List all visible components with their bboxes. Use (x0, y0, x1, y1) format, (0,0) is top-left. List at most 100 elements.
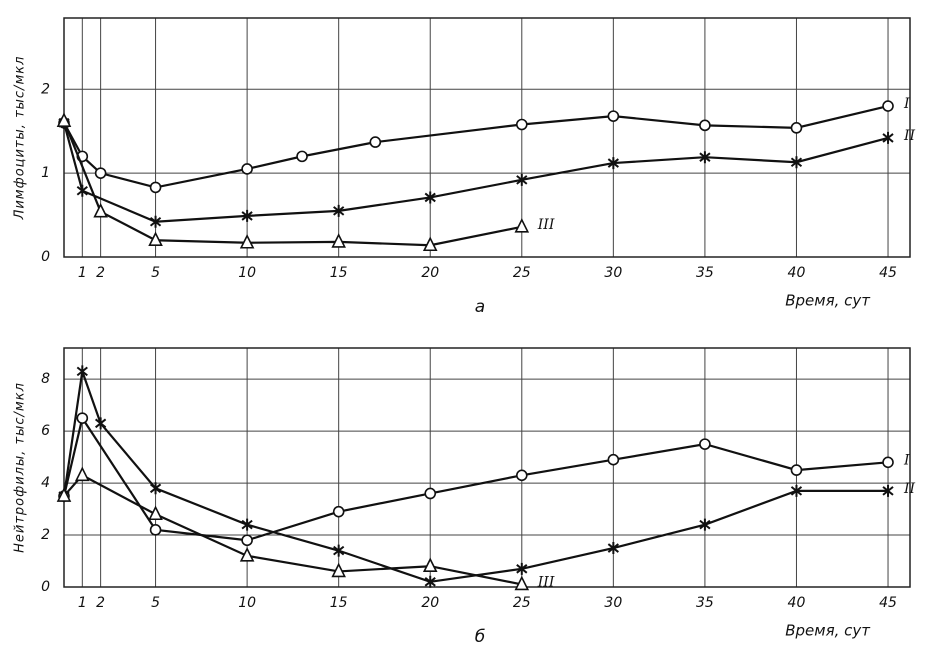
x-tick-label: 20 (421, 595, 439, 611)
star-marker (424, 575, 436, 588)
triangle-marker (75, 466, 90, 482)
triangle-marker (239, 547, 255, 562)
x-tick-label: 35 (696, 265, 714, 281)
caption: б (475, 627, 485, 647)
x-tick-label: 1 (78, 595, 87, 611)
plot-frame (63, 17, 911, 258)
x-tick-label: 5 (151, 595, 160, 611)
plot-frame (63, 347, 911, 588)
series-label: III (537, 217, 555, 233)
series-label: II (903, 481, 916, 497)
caption: а (475, 297, 485, 317)
y-tick-label: 0 (41, 579, 50, 595)
x-tick-label: 2 (96, 265, 105, 281)
x-axis-label: Время, сут (785, 292, 871, 310)
series-line (62, 120, 523, 247)
x-tick-label: 2 (96, 595, 105, 611)
series-label: III (537, 574, 555, 590)
triangle-marker (148, 505, 163, 521)
star-marker (333, 204, 345, 217)
star-marker (241, 209, 253, 222)
circle-marker (296, 150, 308, 163)
triangle-marker (514, 218, 530, 233)
y-tick-label: 2 (41, 527, 50, 543)
circle-marker (149, 524, 162, 536)
triangle-marker (93, 202, 108, 218)
circle-marker (699, 119, 711, 132)
x-tick-label: 20 (421, 265, 439, 281)
series-line (62, 371, 889, 583)
triangle-marker (331, 233, 346, 248)
triangle-marker (239, 233, 255, 249)
circle-marker (424, 487, 437, 500)
circle-marker (882, 100, 894, 112)
triangle-marker (422, 557, 438, 573)
x-tick-label: 1 (78, 265, 87, 281)
x-axis-label: Время, сут (785, 622, 871, 640)
x-tick-label: 30 (604, 265, 622, 281)
circle-marker (149, 181, 162, 194)
circle-marker (369, 136, 382, 148)
x-tick-label: 35 (696, 595, 714, 611)
star-marker (699, 151, 711, 164)
series-line (62, 122, 889, 223)
circle-marker (94, 167, 107, 179)
circle-marker (76, 412, 89, 424)
circle-marker (790, 464, 803, 476)
star-marker (882, 484, 894, 497)
circle-marker (241, 534, 253, 547)
circle-marker (607, 110, 620, 122)
star-marker (149, 482, 162, 495)
circle-marker (332, 505, 345, 518)
star-marker (882, 131, 894, 144)
circle-marker (699, 438, 711, 450)
star-marker (149, 215, 162, 228)
y-tick-label: 0 (41, 249, 50, 265)
x-tick-label: 5 (151, 265, 160, 281)
triangle-marker (331, 562, 346, 578)
star-marker (94, 417, 107, 430)
triangle-marker (56, 112, 72, 127)
star-marker (424, 191, 436, 204)
series-label: I (903, 96, 910, 112)
triangle-marker (56, 487, 72, 502)
triangle-marker (514, 575, 530, 591)
star-marker (699, 518, 711, 531)
triangle-marker (148, 231, 163, 247)
circle-marker (607, 453, 620, 466)
y-axis-label: Лимфоциты, тыс/мкл (13, 56, 28, 221)
x-tick-label: 15 (330, 595, 348, 611)
x-tick-label: 10 (238, 265, 256, 281)
star-marker (790, 484, 803, 497)
x-tick-label: 40 (788, 265, 806, 281)
circle-marker (241, 163, 253, 175)
star-marker (790, 156, 803, 169)
series-line (62, 415, 889, 542)
star-marker (76, 184, 88, 197)
y-tick-label: 8 (41, 371, 50, 387)
y-tick-label: 1 (41, 165, 50, 181)
series-line (63, 104, 889, 189)
star-marker (607, 157, 619, 170)
x-tick-label: 45 (879, 595, 897, 611)
circle-marker (515, 469, 528, 482)
x-tick-label: 40 (788, 595, 806, 611)
series-line (63, 473, 523, 586)
triangle-marker (422, 236, 438, 252)
circle-marker (790, 122, 803, 134)
star-marker (607, 542, 619, 555)
star-marker (516, 173, 528, 186)
circle-marker (515, 118, 528, 131)
y-axis-label: Нейтрофилы, тыс/мкл (13, 382, 28, 553)
x-tick-label: 30 (604, 595, 622, 611)
y-tick-label: 2 (41, 81, 50, 97)
star-marker (333, 544, 345, 557)
x-tick-label: 25 (513, 265, 531, 281)
y-tick-label: 4 (41, 475, 50, 491)
star-marker (76, 365, 88, 378)
series-label: II (903, 128, 916, 144)
y-tick-label: 6 (41, 423, 50, 439)
x-tick-label: 45 (879, 265, 897, 281)
star-marker (241, 518, 253, 531)
